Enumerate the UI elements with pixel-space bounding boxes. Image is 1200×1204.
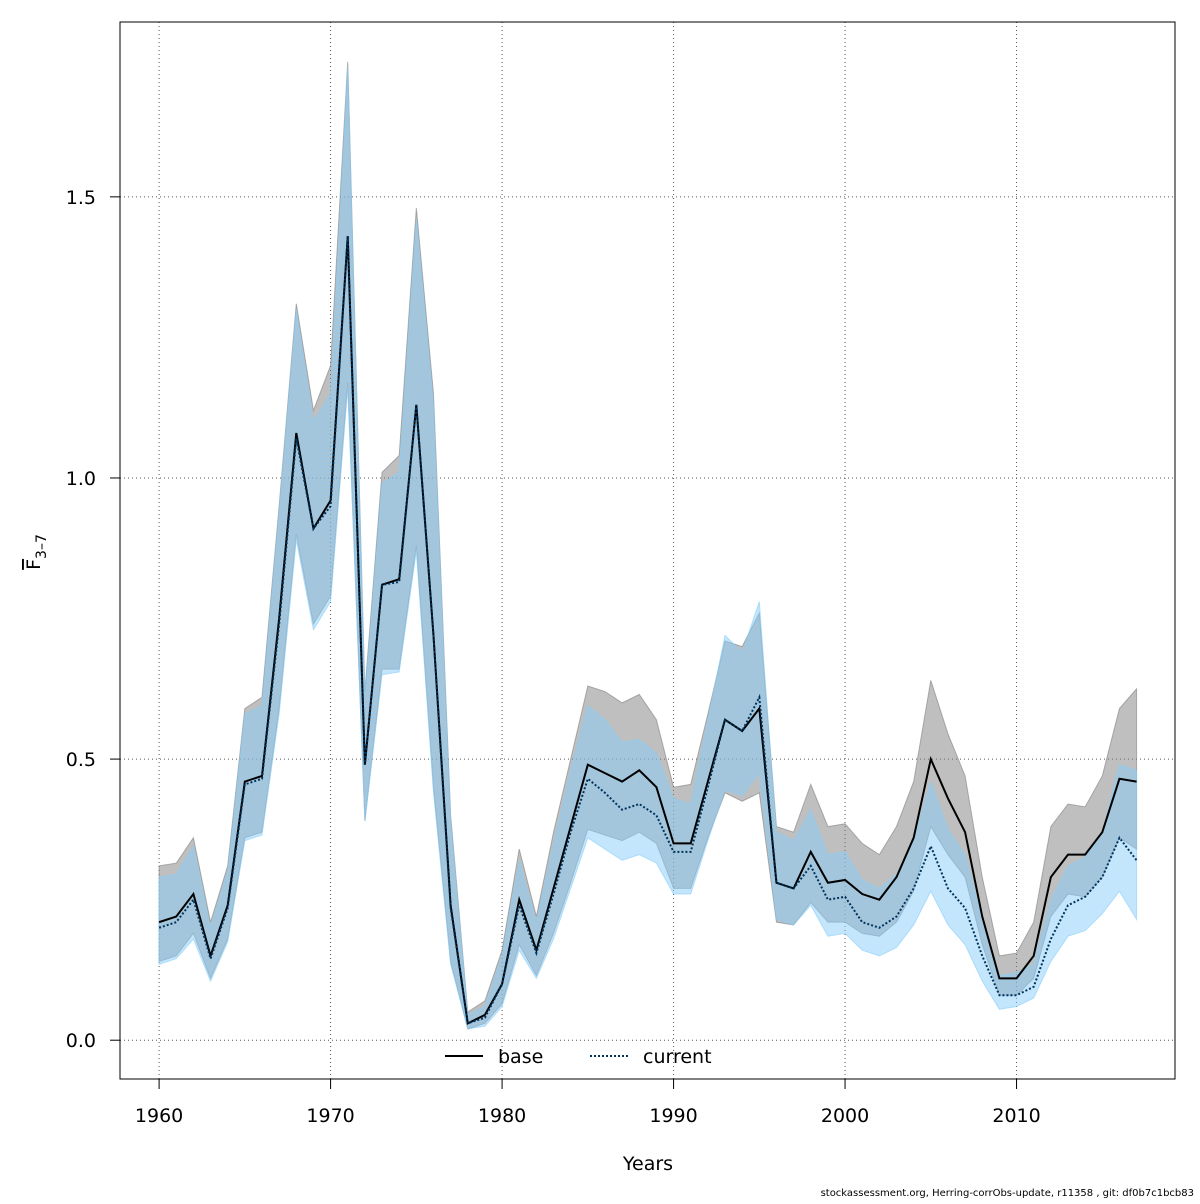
y-tick-label: 1.5 [66, 187, 96, 209]
y-label-sub: 3–7 [34, 534, 50, 559]
y-label-f: F [23, 559, 45, 570]
series-line [158, 236, 1137, 1025]
x-tick-label: 2000 [821, 1105, 869, 1127]
x-tick-label: 1960 [135, 1105, 183, 1127]
legend-label: current [643, 1046, 712, 1068]
x-tick-label: 1970 [306, 1105, 354, 1127]
y-tick-label: 0.5 [66, 749, 96, 771]
x-axis-label: Years [622, 1153, 673, 1175]
confidence-band [158, 67, 1138, 1030]
x-tick-label: 2010 [992, 1105, 1040, 1127]
y-tick-label: 1.0 [66, 468, 96, 490]
footer: stockassessment.org, Herring-corrObs-upd… [821, 1188, 1194, 1199]
y-tick-label: 0.0 [66, 1030, 96, 1052]
plot-frame [119, 21, 1176, 1080]
series-line [158, 236, 1138, 1025]
legend-label: base [498, 1046, 543, 1068]
x-tick-label: 1980 [478, 1105, 526, 1127]
x-tick-label: 1990 [649, 1105, 697, 1127]
y-axis-label-main: F3–7 [23, 534, 50, 570]
y-axis-label: F3–7 [23, 534, 50, 570]
